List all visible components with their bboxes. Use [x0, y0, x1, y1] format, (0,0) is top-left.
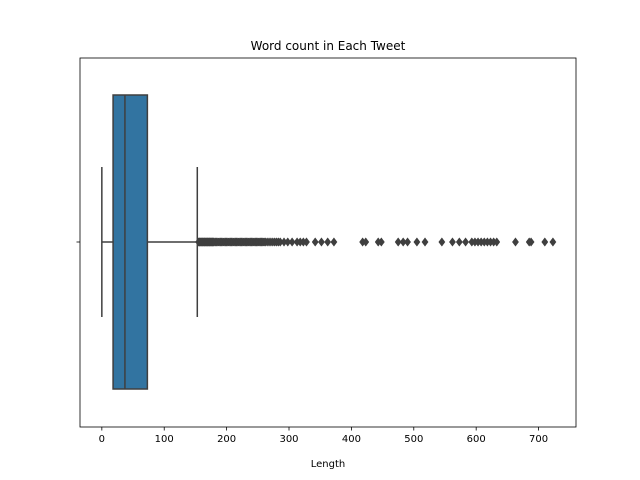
outlier-point — [311, 237, 319, 247]
outlier-point — [527, 237, 535, 247]
x-tick-label: 100 — [155, 434, 174, 445]
x-tick-label: 200 — [217, 434, 236, 445]
x-tick-label: 700 — [529, 434, 548, 445]
x-tick-label: 400 — [342, 434, 361, 445]
outlier-point — [404, 237, 412, 247]
x-tick-label: 300 — [279, 434, 298, 445]
x-axis: 0 100 200 300 400 500 600 700 — [99, 427, 548, 445]
outlier-point — [549, 237, 557, 247]
outlier-point — [303, 237, 310, 247]
x-tick-label: 600 — [467, 434, 486, 445]
outlier-point — [512, 237, 519, 247]
outlier-point — [455, 237, 463, 247]
outlier-point — [317, 237, 325, 247]
axes-frame — [79, 57, 577, 428]
outlier-point — [324, 237, 332, 247]
outlier-point — [288, 237, 296, 247]
outlier-point — [394, 237, 402, 247]
outlier-point — [421, 237, 429, 247]
plot-area — [101, 94, 557, 390]
outlier-point — [462, 237, 470, 247]
chart-title: Word count in Each Tweet — [251, 39, 406, 53]
outlier-point — [493, 237, 501, 247]
x-tick-label: 500 — [404, 434, 423, 445]
outlier-point — [330, 237, 338, 247]
outlier-point — [541, 237, 549, 247]
outlier-point — [362, 237, 370, 247]
x-tick-label: 0 — [99, 434, 105, 445]
outlier-point — [413, 237, 421, 247]
outlier-point — [438, 237, 446, 247]
x-axis-label: Length — [311, 459, 346, 470]
outlier-point — [449, 237, 456, 247]
box-iqr — [112, 94, 149, 390]
outlier-point — [377, 237, 385, 247]
